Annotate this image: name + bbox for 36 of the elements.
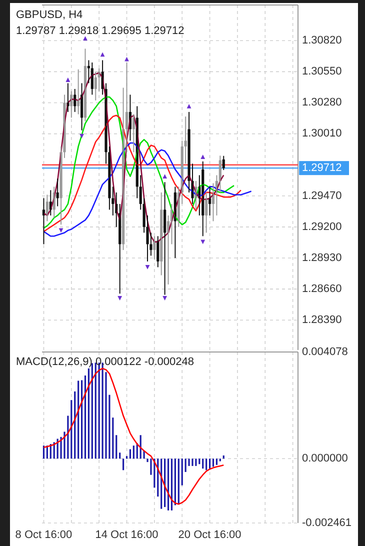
line-series xyxy=(43,114,242,232)
y-tick-label: 1.30010 xyxy=(302,128,342,140)
chart-title: GBPUSD, H4 xyxy=(16,9,83,21)
point xyxy=(118,296,122,300)
point xyxy=(124,56,129,62)
y-tick-label: 1.28660 xyxy=(302,282,342,295)
point xyxy=(145,265,150,270)
point xyxy=(162,174,168,179)
y-tick-label: 1.29470 xyxy=(302,190,342,202)
y-tick-label: 1.30280 xyxy=(302,96,342,109)
y-tick-label: 1.30550 xyxy=(302,66,342,78)
point xyxy=(58,228,64,233)
point xyxy=(83,36,88,41)
y-tick-label: 1.28390 xyxy=(302,314,342,326)
y-tick-label: -0.002461 xyxy=(302,516,352,529)
point xyxy=(200,240,206,244)
point xyxy=(200,154,206,159)
x-tick-label: 14 Oct 16:00 xyxy=(95,529,158,541)
point xyxy=(66,78,70,82)
line-series xyxy=(43,96,235,229)
ref-line-label: 1.29712 xyxy=(302,162,342,174)
line-series xyxy=(43,368,224,505)
x-tick-label: 20 Oct 16:00 xyxy=(178,529,242,541)
y-tick-label: 1.29200 xyxy=(302,220,342,233)
chart-title: MACD(12,26,9) 0.000122 -0.000248 xyxy=(16,356,194,368)
y-tick-label: 0.000000 xyxy=(302,452,348,465)
point xyxy=(162,296,168,300)
text: 1.29787 1.29818 1.29695 1.29712 xyxy=(16,25,184,37)
y-tick-label: 1.30820 xyxy=(302,34,342,47)
point xyxy=(100,52,105,57)
point xyxy=(186,104,192,108)
line-series xyxy=(43,142,252,237)
y-tick-label: 1.28930 xyxy=(302,252,342,264)
x-tick-label: 8 Oct 16:00 xyxy=(15,529,72,541)
y-tick-label: 0.004078 xyxy=(302,346,348,358)
point xyxy=(80,134,84,138)
